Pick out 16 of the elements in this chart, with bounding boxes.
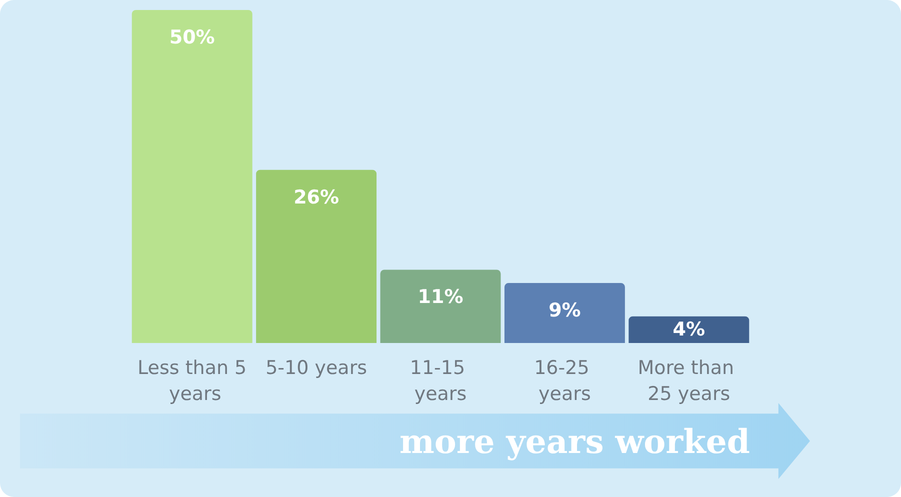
x-tick-label: 5-10 years [266, 357, 368, 379]
bar [628, 316, 750, 343]
data-label: 26% [294, 186, 340, 208]
bar [132, 10, 252, 343]
data-label: 9% [548, 300, 581, 322]
bar [504, 283, 625, 343]
x-tick-label: Less than 5 years [138, 357, 247, 405]
data-label: 11% [418, 286, 464, 308]
x-tick-label: 11-15 years [410, 357, 472, 405]
data-label: 50% [169, 26, 215, 48]
x-tick-label: More than 25 years [638, 357, 740, 405]
bar [380, 270, 501, 343]
x-tick-label: 16-25 years [534, 357, 596, 405]
data-label: 4% [672, 318, 706, 341]
bar [256, 170, 377, 343]
text: more years worked [398, 422, 750, 462]
